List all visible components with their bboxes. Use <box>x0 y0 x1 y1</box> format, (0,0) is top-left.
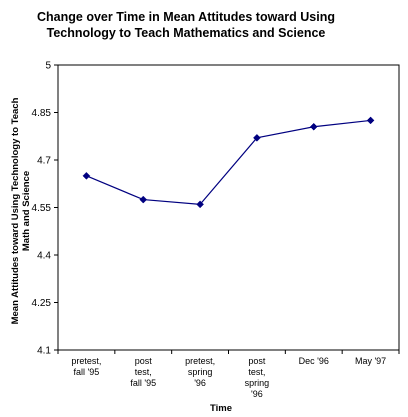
chart-title-line-2: Technology to Teach Mathematics and Scie… <box>47 26 326 40</box>
chart-title-line-1: Change over Time in Mean Attitudes towar… <box>37 10 335 24</box>
y-tick-label: 4.55 <box>32 203 52 214</box>
x-tick-label: post <box>135 356 153 366</box>
data-point <box>82 171 91 180</box>
x-tick-label: spring <box>245 378 270 388</box>
x-axis-title: Time <box>210 403 232 414</box>
x-tick-label: spring <box>188 367 213 377</box>
x-tick-label: pretest, <box>71 356 101 366</box>
series-path <box>86 119 371 205</box>
x-tick-label: '96 <box>251 389 263 399</box>
x-tick-label: '96 <box>194 378 206 388</box>
data-point <box>253 133 261 142</box>
x-tick-label: fall '95 <box>130 378 156 388</box>
y-axis-title-line-2: Math and Science <box>21 171 32 251</box>
data-point <box>196 200 204 209</box>
y-axis-title-line-1: Mean Attitudes toward Using Technology t… <box>10 97 21 324</box>
data-point <box>139 195 148 204</box>
y-tick-label: 4.7 <box>37 156 51 167</box>
x-tick-label: test, <box>248 367 265 377</box>
y-tick-label: 4.25 <box>32 298 52 309</box>
y-tick-label: 5 <box>45 61 51 72</box>
x-tick-label: pretest, <box>185 356 215 366</box>
plot-area <box>57 64 400 351</box>
x-tick-label: fall '95 <box>74 367 100 377</box>
x-tick-label: May '97 <box>355 356 386 366</box>
y-tick-label: 4.85 <box>32 108 52 119</box>
x-tick-label: test, <box>135 367 152 377</box>
data-point <box>366 116 375 125</box>
series-line <box>82 116 375 209</box>
x-tick-label: post <box>248 356 266 366</box>
y-tick-label: 4.1 <box>37 346 51 357</box>
y-axis-title: Mean Attitudes toward Using Technology t… <box>10 97 32 324</box>
y-ticks: 5 4.85 4.7 4.55 4.4 4.25 4.1 <box>32 61 58 357</box>
y-tick-label: 4.4 <box>37 251 51 262</box>
x-tick-label: Dec '96 <box>299 356 329 366</box>
data-point <box>309 122 318 131</box>
